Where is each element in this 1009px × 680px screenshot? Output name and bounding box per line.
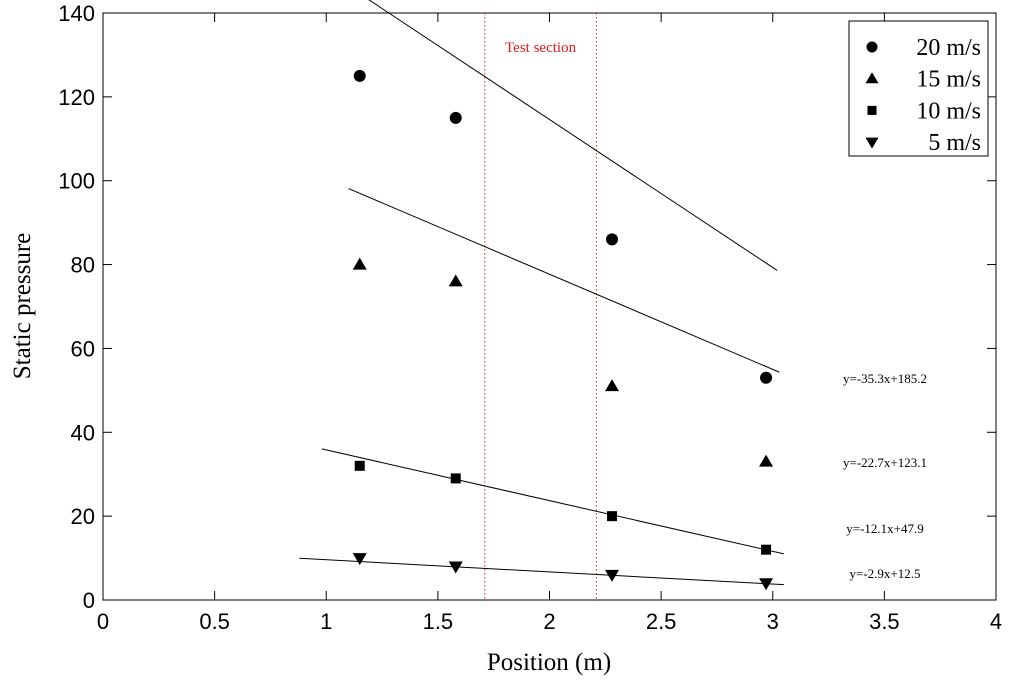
legend-entry: 20 m/s: [916, 35, 981, 61]
x-tick-label: 3: [767, 609, 779, 634]
data-points: [352, 69, 774, 591]
data-point: [605, 379, 620, 392]
data-point: [352, 553, 367, 566]
x-axis-label: Position (m): [487, 649, 611, 676]
fit-line: [321, 448, 785, 555]
y-tick-label: 100: [58, 169, 95, 194]
x-tick-label: 2: [543, 609, 555, 634]
data-point: [606, 233, 619, 246]
x-tick-label: 4: [990, 609, 1002, 634]
data-point: [605, 569, 620, 582]
test-section-label: Test section: [505, 40, 577, 56]
legend: 20 m/s 15 m/s 10 m/s 5 m/s: [848, 20, 989, 157]
x-axis: 0 0.5 1 1.5 2 2.5 3 3.5 4: [97, 13, 1002, 634]
data-point: [450, 473, 461, 484]
legend-entry: 5 m/s: [928, 130, 981, 156]
data-point: [352, 257, 367, 270]
x-tick-label: 1: [320, 609, 332, 634]
y-tick-label: 20: [71, 504, 95, 529]
y-tick-label: 40: [71, 420, 95, 445]
data-point: [865, 72, 879, 84]
data-point: [865, 137, 879, 149]
y-axis: 0 20 40 60 80 100 120 140: [58, 1, 996, 613]
fit-equation: y=-12.1x+47.9: [846, 521, 924, 536]
fit-equation: y=-35.3x+185.2: [843, 371, 927, 386]
data-point: [759, 578, 774, 591]
data-point: [607, 511, 618, 522]
data-point: [867, 105, 877, 115]
data-point: [448, 274, 463, 287]
data-point: [760, 371, 773, 384]
x-tick-label: 2.5: [646, 609, 677, 634]
data-point: [448, 561, 463, 574]
x-tick-label: 1.5: [423, 609, 454, 634]
y-tick-label: 80: [71, 253, 95, 278]
y-axis-label: Static pressure: [9, 233, 36, 379]
fit-line: [348, 188, 780, 373]
fit-lines: [299, 0, 785, 586]
plot-area: [102, 12, 997, 601]
data-point: [761, 544, 772, 555]
y-tick-label: 120: [58, 85, 95, 110]
data-point: [353, 69, 366, 82]
x-tick-label: 0: [97, 609, 109, 634]
data-point: [449, 111, 462, 124]
data-point: [354, 460, 365, 471]
legend-entry: 10 m/s: [916, 98, 981, 124]
data-point: [866, 41, 878, 53]
y-tick-label: 60: [71, 336, 95, 361]
fit-line: [299, 557, 784, 586]
fit-line: [368, 0, 778, 271]
legend-entry: 15 m/s: [916, 67, 981, 93]
data-point: [759, 454, 774, 467]
test-section: Test section: [484, 13, 597, 600]
fit-equation: y=-2.9x+12.5: [850, 566, 921, 581]
y-tick-label: 0: [83, 588, 95, 613]
y-tick-label: 140: [58, 1, 95, 26]
fit-equation: y=-22.7x+123.1: [843, 455, 927, 470]
fit-equations: y=-35.3x+185.2 y=-22.7x+123.1 y=-12.1x+47.…: [843, 371, 927, 581]
x-tick-label: 3.5: [869, 609, 900, 634]
x-tick-label: 0.5: [199, 609, 230, 634]
